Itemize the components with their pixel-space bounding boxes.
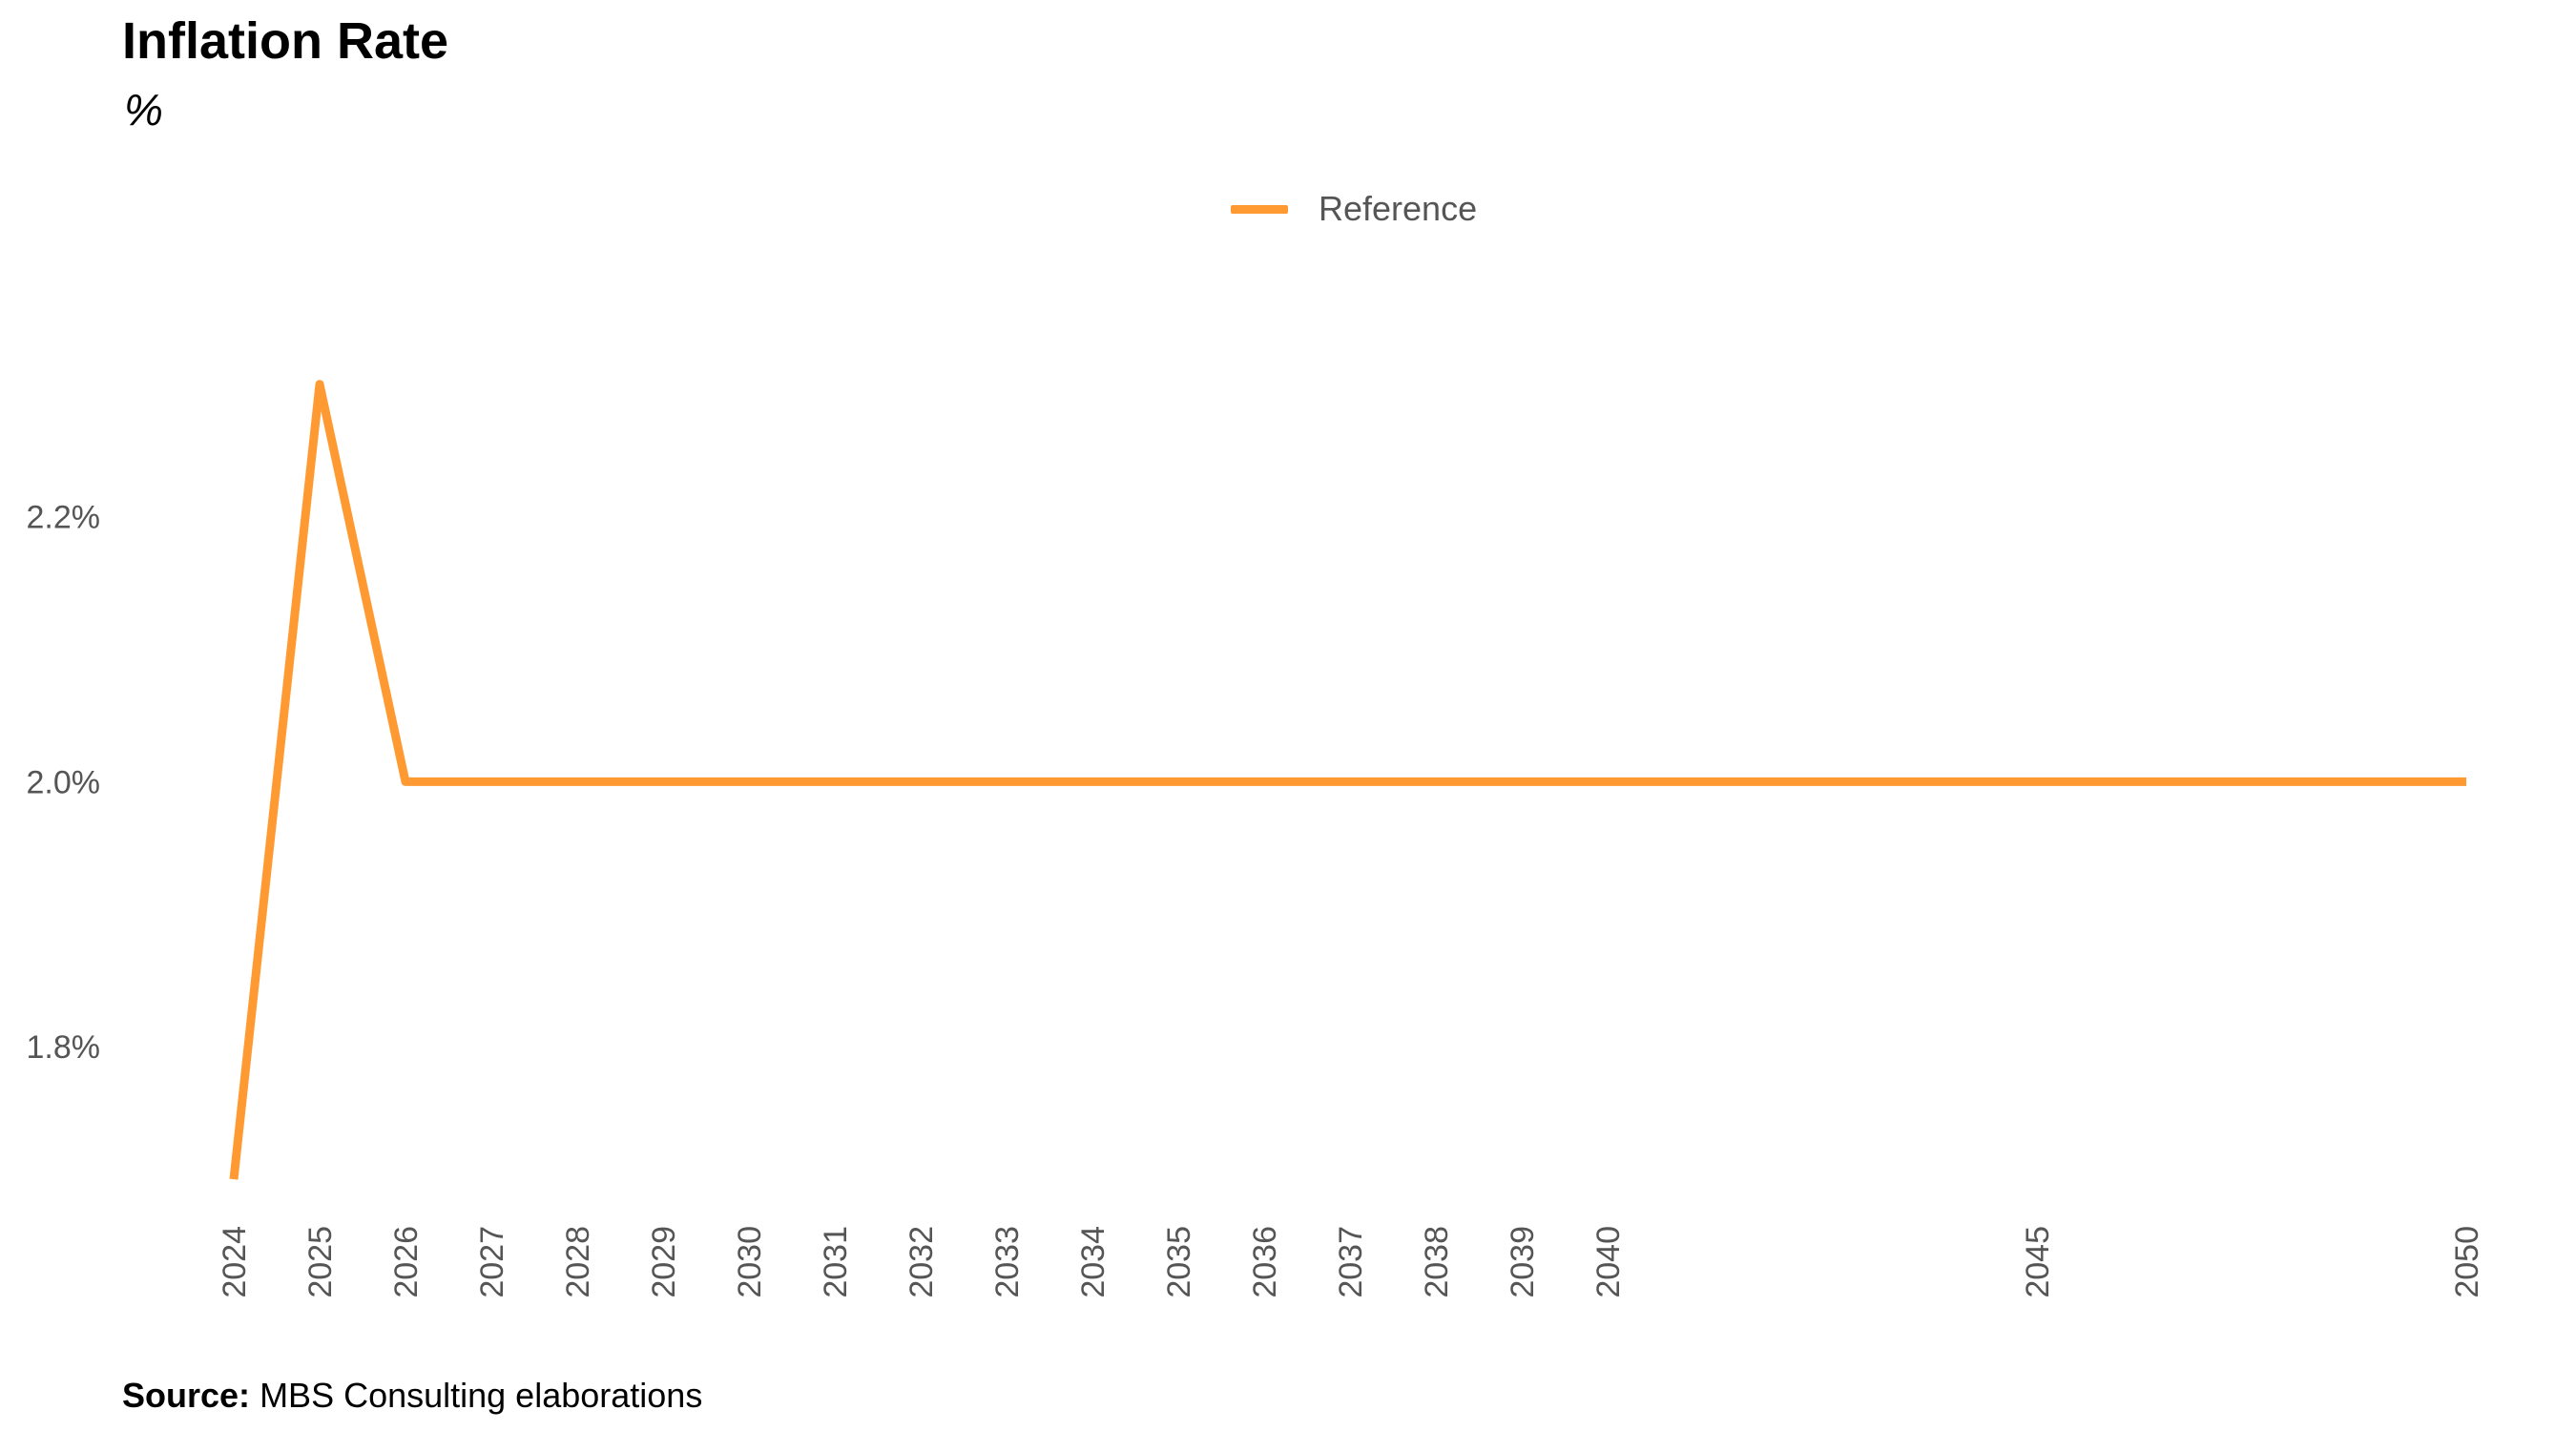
- y-tick-label: 2.2%: [27, 500, 101, 536]
- x-tick-label: 2032: [904, 1226, 940, 1298]
- x-tick-label: 2026: [388, 1226, 425, 1298]
- x-tick-label: 2025: [302, 1226, 339, 1298]
- x-tick-label: 2050: [2449, 1226, 2485, 1298]
- legend: Reference: [1231, 189, 1477, 229]
- x-tick-label: 2027: [474, 1226, 510, 1298]
- x-tick-label: 2037: [1333, 1226, 1369, 1298]
- source-note: Source: MBS Consulting elaborations: [122, 1376, 702, 1416]
- x-tick-label: 2038: [1419, 1226, 1455, 1298]
- source-label: Source:: [122, 1376, 251, 1415]
- chart-subtitle: %: [124, 85, 163, 135]
- x-tick-label: 2028: [560, 1226, 596, 1298]
- x-tick-label: 2034: [1075, 1226, 1111, 1298]
- x-tick-label: 2033: [989, 1226, 1026, 1298]
- x-tick-label: 2031: [818, 1226, 854, 1298]
- source-text: MBS Consulting elaborations: [260, 1376, 703, 1415]
- series-line-reference: [229, 380, 2466, 1180]
- y-axis: 1.8% 2.0% 2.2%: [27, 500, 101, 1067]
- y-tick-label: 2.0%: [27, 764, 101, 800]
- x-tick-label: 2039: [1505, 1226, 1541, 1298]
- x-tick-label: 2036: [1247, 1226, 1283, 1298]
- series-layer: [229, 380, 2466, 1180]
- x-tick-label: 2045: [2020, 1226, 2056, 1298]
- legend-swatch-reference: [1231, 204, 1288, 214]
- x-tick-label: 2029: [646, 1226, 682, 1298]
- x-tick-label: 2024: [217, 1226, 253, 1298]
- x-tick-label: 2030: [732, 1226, 768, 1298]
- x-tick-label: 2040: [1590, 1226, 1627, 1298]
- chart-title: Inflation Rate: [122, 12, 449, 70]
- legend-label-reference: Reference: [1319, 189, 1478, 228]
- y-tick-label: 1.8%: [27, 1029, 101, 1066]
- x-axis: 2024 2025 2026 2027 2028 2029 2030 2031 2032 2033…: [217, 1226, 2485, 1298]
- x-tick-label: 2035: [1161, 1226, 1197, 1298]
